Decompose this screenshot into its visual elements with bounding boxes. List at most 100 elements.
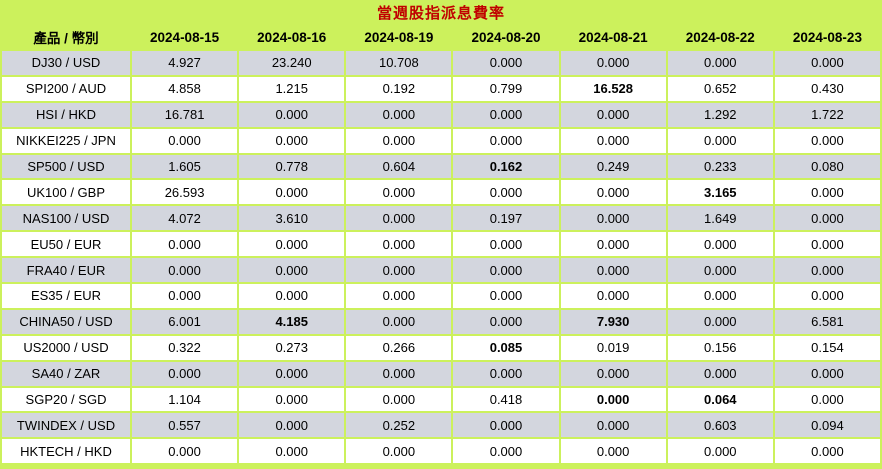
product-label: SP500 / USD <box>2 154 130 179</box>
rate-value-cell: 1.605 <box>132 154 238 179</box>
rate-value-cell: 0.000 <box>560 102 666 127</box>
table-row: TWINDEX / USD 0.557 0.000 0.252 0.000 0.000 0.… <box>2 413 880 438</box>
product-label: HKTECH / HKD <box>2 439 130 464</box>
rate-value-cell: 0.000 <box>239 413 345 438</box>
rate-value-cell: 0.799 <box>453 76 559 101</box>
rate-value-cell: 3.165 <box>667 180 773 205</box>
rate-value-cell: 0.266 <box>346 335 452 360</box>
table-row: CHINA50 / USD 6.001 4.185 0.000 0.000 7.930 0.… <box>2 309 880 334</box>
table-row: SGP20 / SGD 1.104 0.000 0.000 0.418 0.000 0.06… <box>2 387 880 412</box>
product-label: DJ30 / USD <box>2 51 130 75</box>
rate-value-cell: 0.000 <box>132 128 238 153</box>
rate-value-cell: 0.000 <box>453 309 559 334</box>
rate-value-cell: 0.000 <box>560 128 666 153</box>
rate-value-cell: 0.000 <box>346 439 452 464</box>
rate-value-cell: 0.000 <box>774 232 880 257</box>
rate-value-cell: 0.000 <box>774 51 880 75</box>
page-title: 當週股指派息費率 <box>376 5 505 22</box>
column-header-date: 2024-08-22 <box>685 29 755 45</box>
product-label: SA40 / ZAR <box>2 361 130 386</box>
rate-value-cell: 1.215 <box>239 76 345 101</box>
column-header-date: 2024-08-19 <box>364 29 434 45</box>
rate-value-cell: 0.000 <box>560 361 666 386</box>
rate-value-cell: 0.197 <box>453 206 559 231</box>
column-header-date: 2024-08-15 <box>150 29 220 45</box>
product-label: UK100 / GBP <box>2 180 130 205</box>
rate-value-cell: 0.000 <box>346 309 452 334</box>
rate-value-cell: 0.000 <box>453 258 559 283</box>
title-row: 當週股指派息費率 <box>2 2 880 23</box>
rate-value-cell: 0.557 <box>132 413 238 438</box>
rate-value-cell: 0.000 <box>239 180 345 205</box>
rate-value-cell: 0.000 <box>667 361 773 386</box>
column-header-date: 2024-08-20 <box>471 29 541 45</box>
rate-value-cell: 1.722 <box>774 102 880 127</box>
column-header-product: 產品 / 幣別 <box>33 31 99 46</box>
rate-value-cell: 0.000 <box>560 413 666 438</box>
rate-value-cell: 6.001 <box>132 309 238 334</box>
rate-value-cell: 0.000 <box>560 284 666 308</box>
rate-value-cell: 0.000 <box>453 180 559 205</box>
rate-value-cell: 0.000 <box>774 128 880 153</box>
rate-value-cell: 0.000 <box>774 284 880 308</box>
rate-value-cell: 0.000 <box>346 206 452 231</box>
rate-value-cell: 0.000 <box>239 128 345 153</box>
rate-value-cell: 0.000 <box>453 361 559 386</box>
rate-value-cell: 0.603 <box>667 413 773 438</box>
product-label: ES35 / EUR <box>2 284 130 308</box>
rate-value-cell: 0.000 <box>560 232 666 257</box>
rate-value-cell: 7.930 <box>560 309 666 334</box>
rate-value-cell: 0.000 <box>132 232 238 257</box>
rate-value-cell: 0.000 <box>774 180 880 205</box>
rate-value-cell: 0.000 <box>774 258 880 283</box>
rate-value-cell: 0.000 <box>346 284 452 308</box>
rate-value-cell: 26.593 <box>132 180 238 205</box>
header-row: 產品 / 幣別 2024-08-15 2024-08-16 2024-08-19 20… <box>2 25 880 49</box>
table-row: SA40 / ZAR 0.000 0.000 0.000 0.000 0.000 0.000… <box>2 361 880 386</box>
table-row: ES35 / EUR 0.000 0.000 0.000 0.000 0.000 0.000… <box>2 284 880 308</box>
rate-value-cell: 0.000 <box>239 387 345 412</box>
rate-value-cell: 0.000 <box>453 128 559 153</box>
rate-value-cell: 4.072 <box>132 206 238 231</box>
product-label: NAS100 / USD <box>2 206 130 231</box>
rate-value-cell: 1.104 <box>132 387 238 412</box>
rate-value-cell: 0.064 <box>667 387 773 412</box>
rate-value-cell: 0.000 <box>453 284 559 308</box>
product-label: TWINDEX / USD <box>2 413 130 438</box>
product-label: EU50 / EUR <box>2 232 130 257</box>
rate-value-cell: 0.000 <box>346 258 452 283</box>
rate-value-cell: 0.000 <box>132 361 238 386</box>
rate-value-cell: 0.000 <box>560 206 666 231</box>
rate-value-cell: 4.927 <box>132 51 238 75</box>
rate-value-cell: 0.000 <box>560 258 666 283</box>
rate-value-cell: 0.418 <box>453 387 559 412</box>
table-row: US2000 / USD 0.322 0.273 0.266 0.085 0.019 0.1… <box>2 335 880 360</box>
product-label: US2000 / USD <box>2 335 130 360</box>
table-row: EU50 / EUR 0.000 0.000 0.000 0.000 0.000 0.000… <box>2 232 880 257</box>
rate-value-cell: 0.080 <box>774 154 880 179</box>
rate-value-cell: 0.000 <box>346 128 452 153</box>
rate-value-cell: 0.000 <box>774 206 880 231</box>
rate-value-cell: 0.000 <box>453 439 559 464</box>
column-header-date: 2024-08-21 <box>578 29 648 45</box>
rate-value-cell: 0.000 <box>453 102 559 127</box>
rate-value-cell: 0.000 <box>560 439 666 464</box>
product-label: CHINA50 / USD <box>2 309 130 334</box>
table-row: NAS100 / USD 4.072 3.610 0.000 0.197 0.000 1.6… <box>2 206 880 231</box>
rate-value-cell: 0.778 <box>239 154 345 179</box>
rate-value-cell: 0.192 <box>346 76 452 101</box>
rate-value-cell: 0.156 <box>667 335 773 360</box>
rate-value-cell: 0.000 <box>667 51 773 75</box>
rate-value-cell: 0.000 <box>667 258 773 283</box>
rate-value-cell: 0.000 <box>239 284 345 308</box>
rate-value-cell: 0.000 <box>560 51 666 75</box>
product-label: SGP20 / SGD <box>2 387 130 412</box>
table-row: DJ30 / USD 4.927 23.240 10.708 0.000 0.000 0.0… <box>2 51 880 75</box>
rate-value-cell: 0.604 <box>346 154 452 179</box>
rate-value-cell: 6.581 <box>774 309 880 334</box>
rate-value-cell: 10.708 <box>346 51 452 75</box>
rate-value-cell: 0.249 <box>560 154 666 179</box>
column-header-date: 2024-08-23 <box>792 29 862 45</box>
rate-value-cell: 4.858 <box>132 76 238 101</box>
rate-value-cell: 0.000 <box>453 51 559 75</box>
